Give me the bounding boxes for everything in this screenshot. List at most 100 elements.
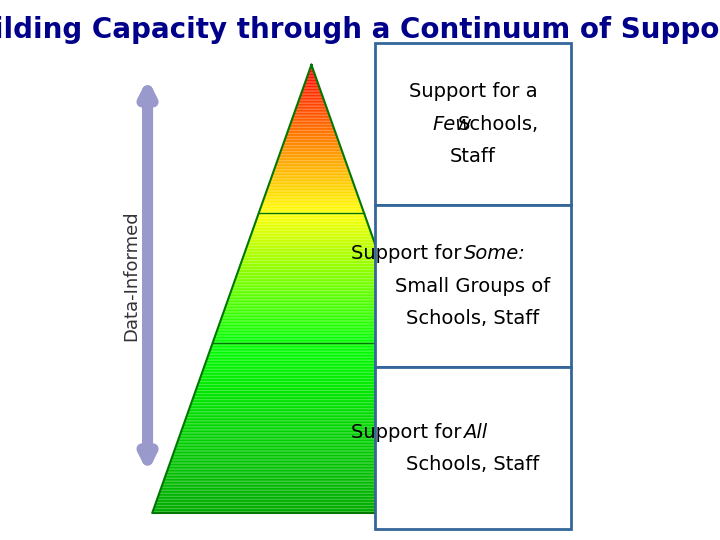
Polygon shape xyxy=(205,362,418,363)
Polygon shape xyxy=(235,277,387,279)
Polygon shape xyxy=(206,361,417,362)
Polygon shape xyxy=(270,180,353,181)
Polygon shape xyxy=(211,346,412,347)
Polygon shape xyxy=(310,69,313,71)
Polygon shape xyxy=(251,235,372,237)
Polygon shape xyxy=(202,371,420,373)
Polygon shape xyxy=(235,280,388,281)
Text: Support for a: Support for a xyxy=(408,82,537,102)
Polygon shape xyxy=(243,256,380,258)
Polygon shape xyxy=(257,217,366,219)
Polygon shape xyxy=(191,402,432,404)
Polygon shape xyxy=(181,429,441,431)
Polygon shape xyxy=(204,365,418,367)
Polygon shape xyxy=(291,122,332,123)
Polygon shape xyxy=(246,248,377,250)
Polygon shape xyxy=(225,308,398,310)
Polygon shape xyxy=(266,190,356,192)
Polygon shape xyxy=(307,74,315,75)
Polygon shape xyxy=(300,94,323,96)
Polygon shape xyxy=(287,131,336,132)
Polygon shape xyxy=(196,389,427,390)
Polygon shape xyxy=(212,344,411,346)
Polygon shape xyxy=(197,388,426,389)
Polygon shape xyxy=(215,337,408,338)
Polygon shape xyxy=(237,273,386,274)
Polygon shape xyxy=(300,96,323,98)
Polygon shape xyxy=(256,219,366,220)
Polygon shape xyxy=(168,467,454,468)
Polygon shape xyxy=(245,250,378,252)
Polygon shape xyxy=(262,202,361,204)
Polygon shape xyxy=(279,154,343,156)
Polygon shape xyxy=(209,353,414,355)
Polygon shape xyxy=(283,143,340,144)
Polygon shape xyxy=(240,265,383,267)
Polygon shape xyxy=(309,71,314,72)
Polygon shape xyxy=(173,453,450,455)
Polygon shape xyxy=(161,488,462,489)
Polygon shape xyxy=(275,166,348,168)
Polygon shape xyxy=(214,338,409,340)
Polygon shape xyxy=(179,438,444,440)
Polygon shape xyxy=(192,401,431,402)
Polygon shape xyxy=(260,208,363,210)
Polygon shape xyxy=(212,341,410,343)
Polygon shape xyxy=(268,186,355,187)
Polygon shape xyxy=(198,383,425,384)
Polygon shape xyxy=(259,210,364,211)
Polygon shape xyxy=(222,314,400,316)
Polygon shape xyxy=(282,145,341,147)
Polygon shape xyxy=(223,311,400,313)
Polygon shape xyxy=(278,158,345,159)
Polygon shape xyxy=(289,126,333,127)
Polygon shape xyxy=(292,117,330,119)
Polygon shape xyxy=(174,450,449,452)
Polygon shape xyxy=(187,413,436,414)
Polygon shape xyxy=(193,396,430,398)
Text: Few: Few xyxy=(432,114,472,134)
Polygon shape xyxy=(156,503,467,504)
Polygon shape xyxy=(261,207,362,208)
Polygon shape xyxy=(166,474,457,476)
Polygon shape xyxy=(215,334,408,335)
Polygon shape xyxy=(186,414,436,416)
Polygon shape xyxy=(294,113,329,114)
Text: Support for: Support for xyxy=(351,422,462,442)
Polygon shape xyxy=(284,139,338,141)
Polygon shape xyxy=(290,123,333,125)
Polygon shape xyxy=(234,281,389,283)
Polygon shape xyxy=(253,229,370,231)
Polygon shape xyxy=(267,187,356,189)
Polygon shape xyxy=(208,355,415,356)
Polygon shape xyxy=(154,505,469,507)
Polygon shape xyxy=(177,441,446,443)
Polygon shape xyxy=(269,183,354,184)
Polygon shape xyxy=(178,440,445,441)
Polygon shape xyxy=(305,80,318,81)
Text: All: All xyxy=(464,422,487,442)
FancyBboxPatch shape xyxy=(374,205,571,367)
Polygon shape xyxy=(189,407,433,408)
Polygon shape xyxy=(156,500,467,501)
Polygon shape xyxy=(157,498,466,500)
Polygon shape xyxy=(243,258,380,259)
Polygon shape xyxy=(199,382,424,383)
Polygon shape xyxy=(251,232,372,234)
Polygon shape xyxy=(311,65,312,66)
Polygon shape xyxy=(286,135,337,137)
Polygon shape xyxy=(305,83,318,84)
Polygon shape xyxy=(232,287,391,289)
Polygon shape xyxy=(277,160,346,162)
Polygon shape xyxy=(197,386,426,388)
Polygon shape xyxy=(273,171,350,172)
Polygon shape xyxy=(272,174,351,176)
Polygon shape xyxy=(218,326,405,328)
Polygon shape xyxy=(227,302,396,304)
Polygon shape xyxy=(176,446,447,447)
Text: Data-Informed: Data-Informed xyxy=(122,210,140,341)
FancyBboxPatch shape xyxy=(374,43,571,205)
Polygon shape xyxy=(264,196,359,198)
Polygon shape xyxy=(274,168,348,170)
Polygon shape xyxy=(217,329,406,330)
